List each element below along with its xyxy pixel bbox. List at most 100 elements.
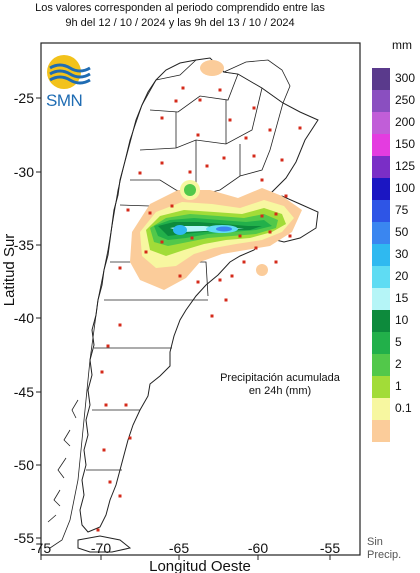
- station-marker: [260, 178, 264, 182]
- legend-label: 250: [395, 93, 416, 107]
- y-tick-label: -55: [14, 530, 34, 546]
- legend-item: 30: [372, 244, 420, 266]
- x-axis-title: Longitud Oeste: [149, 558, 251, 573]
- station-marker: [244, 136, 248, 140]
- legend-swatch: [372, 310, 390, 332]
- station-marker: [218, 278, 222, 282]
- legend-item: 50: [372, 222, 420, 244]
- legend-swatch: [372, 376, 390, 398]
- legend-swatch: [372, 178, 390, 200]
- station-marker: [106, 344, 110, 348]
- y-tick-label: -45: [14, 384, 34, 400]
- legend-label: 300: [395, 71, 416, 85]
- legend-swatch: [372, 68, 390, 90]
- smn-logo-text: SMN: [46, 91, 83, 110]
- chile-coast: [49, 79, 157, 549]
- x-tick-label: -55: [320, 540, 340, 556]
- x-tick-label: -65: [169, 540, 189, 556]
- no-precip-line-2: Precip.: [367, 549, 402, 561]
- station-marker: [118, 494, 122, 498]
- legend-swatch: [372, 134, 390, 156]
- station-marker: [160, 161, 164, 165]
- station-marker: [196, 280, 200, 284]
- legend-item: 20: [372, 266, 420, 288]
- smn-logo: SMN: [42, 52, 100, 114]
- x-tick-label: -70: [91, 540, 111, 556]
- station-marker: [104, 403, 108, 407]
- legend-swatch: [372, 222, 390, 244]
- station-marker: [118, 323, 122, 327]
- station-marker: [174, 99, 178, 103]
- station-marker: [260, 214, 264, 218]
- legend-label: 50: [395, 225, 409, 239]
- precip-cell-northeast: [200, 60, 224, 76]
- legend-swatch: [372, 112, 390, 134]
- legend-label: 125: [395, 159, 416, 173]
- station-marker: [108, 480, 112, 484]
- no-precip-line-1: Sin: [367, 536, 383, 548]
- station-marker: [205, 164, 209, 168]
- map-annotation: Precipitación acumulada en 24h (mm): [206, 372, 354, 398]
- legend-label: 100: [395, 181, 416, 195]
- legend-item: 75: [372, 200, 420, 222]
- legend-label: 20: [395, 269, 409, 283]
- legend-swatch: [372, 244, 390, 266]
- y-axis-ticks: -25 -30 -35 -40 -45 -50 -55: [14, 90, 41, 546]
- station-marker: [222, 156, 226, 160]
- legend-item: 15: [372, 288, 420, 310]
- x-tick-label: -60: [248, 540, 268, 556]
- chilean-islands: [47, 399, 79, 523]
- station-marker: [228, 118, 232, 122]
- legend-swatch: [372, 288, 390, 310]
- legend-item: 200: [372, 112, 420, 134]
- station-marker: [190, 236, 194, 240]
- legend-item: 0.1: [372, 398, 420, 420]
- station-marker: [268, 230, 272, 234]
- precip-cell-south: [256, 264, 268, 276]
- legend-item: 125: [372, 156, 420, 178]
- station-marker: [198, 98, 202, 102]
- precipitation-legend: 300 250 200 150 125 100 75 50 30 20 15 10 5 2 1 0.1: [372, 68, 420, 442]
- station-marker: [144, 250, 148, 254]
- legend-label: 10: [395, 313, 409, 327]
- precip-30-cell-west: [173, 225, 187, 235]
- legend-swatch: [372, 156, 390, 178]
- legend-item: 250: [372, 90, 420, 112]
- station-marker: [160, 116, 164, 120]
- station-marker: [148, 211, 152, 215]
- station-marker: [252, 106, 256, 110]
- legend-swatch: [372, 90, 390, 112]
- x-tick-label: -75: [31, 540, 51, 556]
- station-marker: [254, 246, 258, 250]
- station-marker: [268, 128, 272, 132]
- header-line-2: 9h del 12 / 10 / 2024 y las 9h del 13 / …: [65, 17, 295, 29]
- legend-item: 100: [372, 178, 420, 200]
- station-marker: [238, 234, 242, 238]
- station-marker: [284, 194, 288, 198]
- units-label: mm: [392, 38, 412, 52]
- legend-label: 0.1: [395, 401, 412, 415]
- station-marker: [298, 126, 302, 130]
- y-axis-title: Latitud Sur: [1, 234, 18, 307]
- legend-label: 150: [395, 137, 416, 151]
- legend-item: 10: [372, 310, 420, 332]
- y-tick-label: -40: [14, 310, 34, 326]
- station-marker: [188, 170, 192, 174]
- legend-item: 2: [372, 354, 420, 376]
- legend-item: 1: [372, 376, 420, 398]
- legend-label: 5: [395, 335, 402, 349]
- argentina-outline: [79, 57, 319, 533]
- no-precip-label: Sin Precip.: [367, 536, 401, 562]
- station-marker: [178, 274, 182, 278]
- precipitation-field: [130, 60, 302, 290]
- station-marker: [274, 260, 278, 264]
- legend-swatch: [372, 332, 390, 354]
- station-marker: [170, 204, 174, 208]
- legend-swatch: [372, 266, 390, 288]
- y-tick-label: -30: [14, 164, 34, 180]
- station-marker: [242, 260, 246, 264]
- legend-item: 5: [372, 332, 420, 354]
- legend-item: [372, 420, 420, 442]
- legend-swatch: [372, 398, 390, 420]
